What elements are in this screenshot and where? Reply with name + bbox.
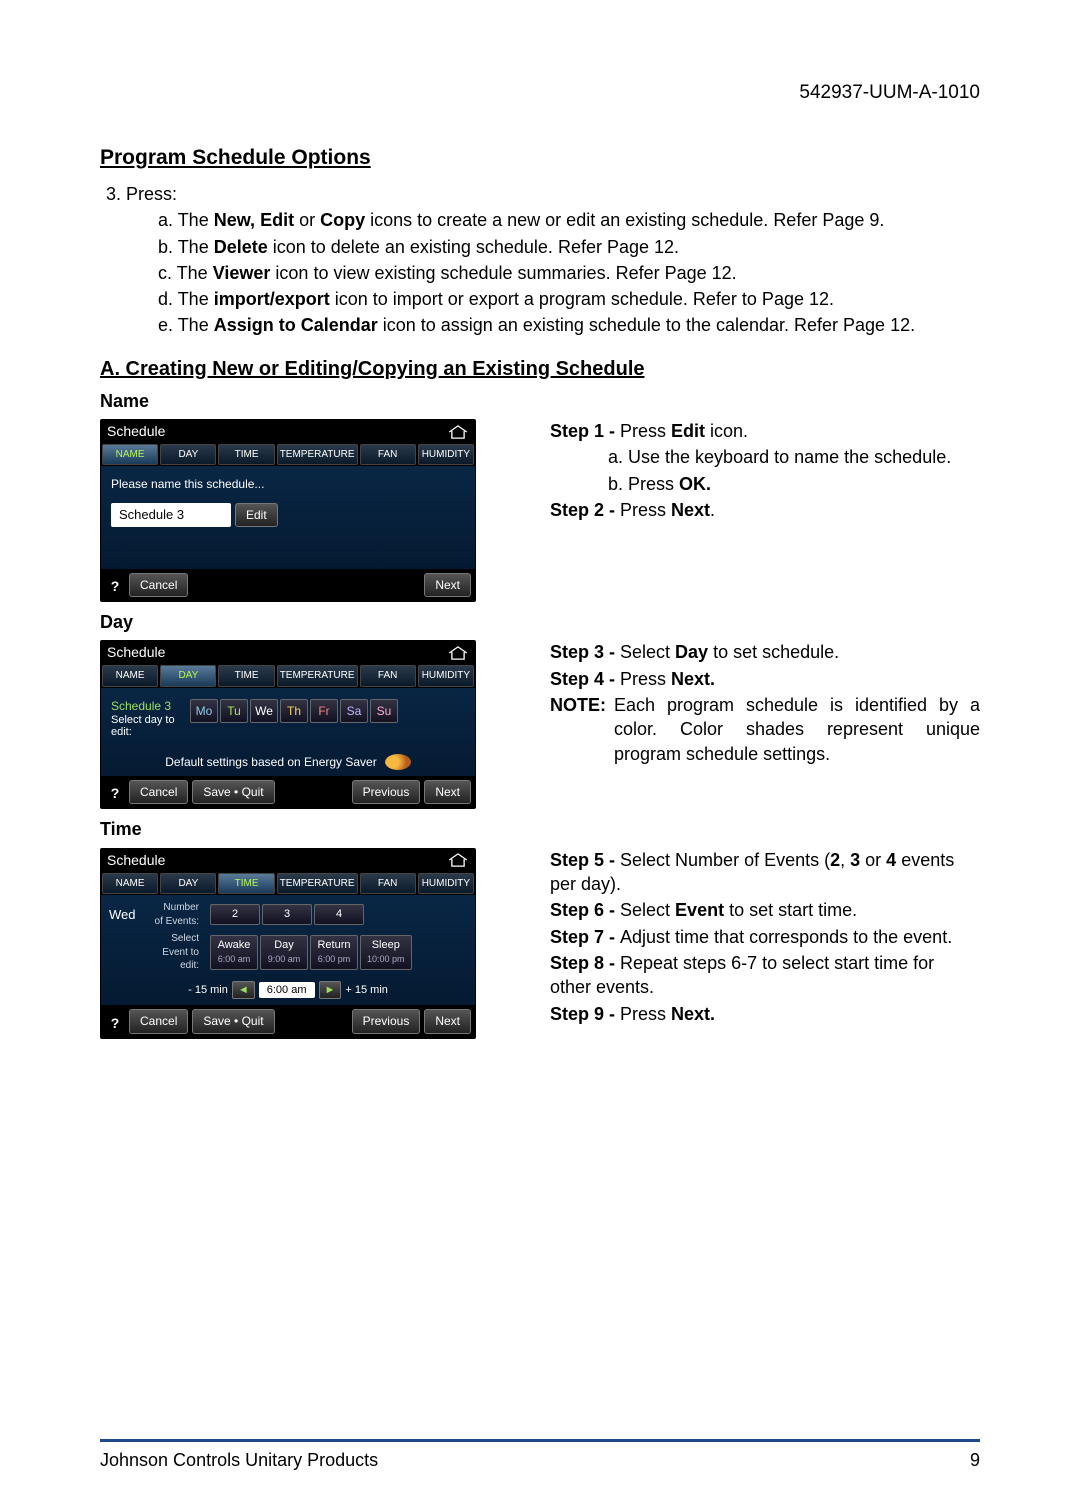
tab-humidity[interactable]: HUMIDITY: [418, 444, 474, 466]
day-steps: Step 3 - Select Day to set schedule. Ste…: [550, 640, 980, 765]
heading-program-schedule: Program Schedule Options: [100, 144, 980, 172]
tab-name[interactable]: NAME: [102, 444, 158, 466]
icon-sublist: a. The New, Edit or Copy icons to create…: [158, 208, 980, 337]
tab-time[interactable]: TIME: [218, 665, 274, 687]
event-awake[interactable]: Awake6:00 am: [210, 935, 258, 971]
day-fr[interactable]: Fr: [310, 699, 338, 723]
subhead-name: Name: [100, 389, 980, 413]
next-button[interactable]: Next: [424, 573, 471, 597]
next-button[interactable]: Next: [424, 1009, 471, 1033]
subhead-time: Time: [100, 817, 980, 841]
time-increase-button[interactable]: ►: [319, 981, 342, 1000]
home-icon[interactable]: [447, 853, 469, 867]
time-steps: Step 5 - Select Number of Events (2, 3 o…: [550, 848, 980, 1028]
previous-button[interactable]: Previous: [352, 1009, 421, 1033]
tab-name[interactable]: NAME: [102, 873, 158, 895]
tab-time[interactable]: TIME: [218, 873, 274, 895]
subhead-day: Day: [100, 610, 980, 634]
time-decrease-button[interactable]: ◄: [232, 981, 255, 1000]
save-quit-button[interactable]: Save • Quit: [192, 1009, 274, 1033]
num-events-3[interactable]: 3: [262, 904, 312, 925]
tab-day[interactable]: DAY: [160, 873, 216, 895]
cancel-button[interactable]: Cancel: [129, 780, 188, 804]
event-return[interactable]: Return6:00 pm: [310, 935, 358, 971]
cancel-button[interactable]: Cancel: [129, 1009, 188, 1033]
event-day[interactable]: Day9:00 am: [260, 935, 308, 971]
doc-number: 542937-UUM-A-1010: [100, 80, 980, 106]
select-day-label: Select day to edit:: [111, 714, 185, 738]
day-buttons: MoTuWeThFrSaSu: [189, 698, 399, 724]
day-we[interactable]: We: [250, 699, 278, 723]
event-buttons: Awake6:00 amDay9:00 amReturn6:00 pmSleep…: [209, 934, 413, 972]
time-value: 6:00 am: [259, 982, 315, 999]
plus-15-label: + 15 min: [345, 983, 388, 998]
tab-fan[interactable]: FAN: [360, 665, 416, 687]
tab-day[interactable]: DAY: [160, 665, 216, 687]
thermo-title: Schedule: [107, 851, 165, 870]
press-label: 3. Press:: [106, 182, 980, 206]
home-icon[interactable]: [447, 646, 469, 660]
energy-saver-note: Default settings based on Energy Saver: [165, 754, 376, 770]
tab-time[interactable]: TIME: [218, 444, 274, 466]
day-th[interactable]: Th: [280, 699, 308, 723]
previous-button[interactable]: Previous: [352, 780, 421, 804]
footer-page: 9: [970, 1448, 980, 1472]
day-mo[interactable]: Mo: [190, 699, 218, 723]
day-su[interactable]: Su: [370, 699, 398, 723]
tab-day[interactable]: DAY: [160, 444, 216, 466]
edit-button[interactable]: Edit: [235, 503, 278, 527]
tab-temperature[interactable]: TEMPERATURE: [277, 665, 358, 687]
tab-humidity[interactable]: HUMIDITY: [418, 665, 474, 687]
screenshot-name: Schedule NAMEDAYTIMETEMPERATUREFANHUMIDI…: [100, 419, 476, 602]
schedule-label: Schedule 3: [111, 698, 185, 714]
tab-name[interactable]: NAME: [102, 665, 158, 687]
help-icon[interactable]: ?: [105, 1014, 125, 1030]
schedule-name-input[interactable]: Schedule 3: [111, 503, 231, 527]
help-icon[interactable]: ?: [105, 784, 125, 800]
home-icon[interactable]: [447, 425, 469, 439]
screenshot-time: Schedule NAMEDAYTIMETEMPERATUREFANHUMIDI…: [100, 848, 476, 1039]
day-tu[interactable]: Tu: [220, 699, 248, 723]
minus-15-label: - 15 min: [188, 983, 228, 998]
num-events-label: Number of Events:: [153, 901, 203, 928]
name-steps: Step 1 - Press Edit icon. a. Use the key…: [550, 419, 980, 524]
tab-fan[interactable]: FAN: [360, 873, 416, 895]
screenshot-day: Schedule NAMEDAYTIMETEMPERATUREFANHUMIDI…: [100, 640, 476, 809]
help-icon[interactable]: ?: [105, 577, 125, 593]
next-button[interactable]: Next: [424, 780, 471, 804]
tab-humidity[interactable]: HUMIDITY: [418, 873, 474, 895]
energy-saver-icon: [385, 754, 411, 770]
page-footer: Johnson Controls Unitary Products 9: [100, 1439, 980, 1472]
tab-temperature[interactable]: TEMPERATURE: [277, 444, 358, 466]
thermo-title: Schedule: [107, 422, 165, 441]
heading-section-a: A. Creating New or Editing/Copying an Ex…: [100, 356, 980, 383]
num-event-buttons: 234: [209, 903, 365, 926]
cancel-button[interactable]: Cancel: [129, 573, 188, 597]
day-sa[interactable]: Sa: [340, 699, 368, 723]
tab-fan[interactable]: FAN: [360, 444, 416, 466]
thermo-title: Schedule: [107, 643, 165, 662]
name-prompt: Please name this schedule...: [111, 476, 465, 492]
select-event-label: Select Event to edit:: [153, 932, 203, 973]
footer-left: Johnson Controls Unitary Products: [100, 1448, 378, 1472]
weekday-label: Wed: [109, 906, 147, 924]
event-sleep[interactable]: Sleep10:00 pm: [360, 935, 412, 971]
num-events-4[interactable]: 4: [314, 904, 364, 925]
tab-temperature[interactable]: TEMPERATURE: [277, 873, 358, 895]
save-quit-button[interactable]: Save • Quit: [192, 780, 274, 804]
num-events-2[interactable]: 2: [210, 904, 260, 925]
